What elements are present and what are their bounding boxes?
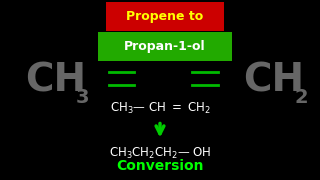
Text: 3: 3 xyxy=(75,88,89,107)
Text: Conversion: Conversion xyxy=(116,159,204,173)
Text: Propan-1-ol: Propan-1-ol xyxy=(124,40,206,53)
Text: CH$_3$— CH $=$ CH$_2$: CH$_3$— CH $=$ CH$_2$ xyxy=(110,100,210,116)
Text: CH$_3$CH$_2$CH$_2$— OH: CH$_3$CH$_2$CH$_2$— OH xyxy=(109,145,211,161)
Bar xyxy=(106,2,224,31)
Text: Propene to: Propene to xyxy=(126,10,204,23)
Text: 2: 2 xyxy=(294,88,308,107)
Text: CH: CH xyxy=(26,62,87,100)
Bar xyxy=(98,32,232,61)
Text: CH: CH xyxy=(243,62,304,100)
